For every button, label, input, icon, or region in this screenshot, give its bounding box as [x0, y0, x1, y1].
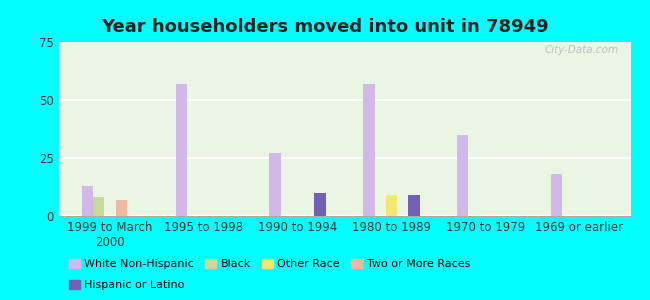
Bar	[270, 153, 281, 216]
Text: Year householders moved into unit in 78949: Year householders moved into unit in 789…	[101, 18, 549, 36]
Bar	[457, 135, 468, 216]
Legend: White Non-Hispanic, Black, Other Race, Two or More Races: White Non-Hispanic, Black, Other Race, T…	[64, 254, 474, 273]
Legend: Hispanic or Latino: Hispanic or Latino	[64, 275, 189, 294]
Bar	[551, 174, 562, 216]
Bar	[116, 200, 127, 216]
Text: City-Data.com: City-Data.com	[545, 46, 619, 56]
Bar	[363, 84, 374, 216]
Bar	[315, 193, 326, 216]
Bar	[408, 195, 419, 216]
Bar	[385, 195, 397, 216]
Bar	[93, 197, 105, 216]
Bar	[176, 84, 187, 216]
Bar	[82, 186, 93, 216]
